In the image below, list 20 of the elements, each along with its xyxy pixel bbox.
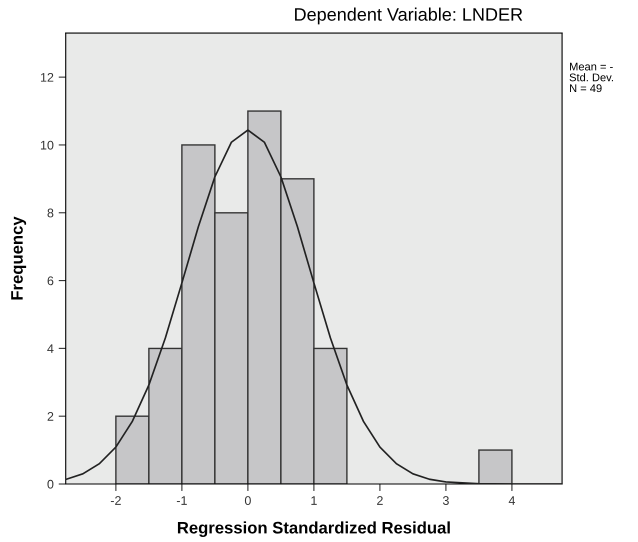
y-tick-label: 10 <box>40 140 54 150</box>
x-tick-label: -2 <box>110 496 121 505</box>
x-tick-label: 3 <box>442 496 449 505</box>
text: Std. Dev. <box>570 73 613 82</box>
chart-title: Dependent Variable: LNDER <box>295 8 522 24</box>
y-axis-title: Frequency <box>11 216 26 300</box>
x-axis-title: Regression Standardized Residual <box>178 521 450 537</box>
y-tick-label: 2 <box>48 412 54 421</box>
x-tick-label: 1 <box>311 496 317 505</box>
y-tick-label: 6 <box>48 276 54 286</box>
y-tick-label: 8 <box>48 208 54 218</box>
y-tick-label: 4 <box>47 344 54 353</box>
y-tick-label: 12 <box>40 72 54 82</box>
x-tick-label: 4 <box>508 496 516 505</box>
text: Mean = - <box>570 62 613 70</box>
x-tick-label: -1 <box>176 496 187 505</box>
y-tick-label: 0 <box>47 480 54 489</box>
x-tick-label: 2 <box>377 496 383 505</box>
text: N = 49 <box>570 84 602 92</box>
x-tick-label: 0 <box>244 496 251 505</box>
